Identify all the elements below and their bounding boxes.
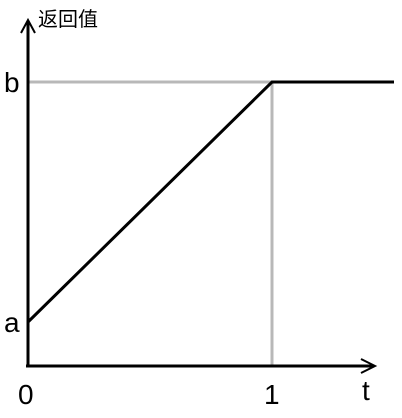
- axes: [20, 17, 378, 374]
- series-group: [26, 80, 394, 324]
- x-axis-arrow: [360, 358, 378, 374]
- guide-lines: [28, 80, 274, 366]
- y-tick-label-a: a: [4, 307, 20, 338]
- y-axis-arrow: [20, 17, 36, 34]
- series-line-0: [26, 80, 394, 324]
- y-tick-label-b: b: [4, 67, 20, 98]
- y-axis-title: 返回值: [38, 7, 98, 31]
- x-tick-label-1: 1: [264, 379, 280, 410]
- x-tick-label-0: 0: [18, 379, 34, 410]
- x-axis-title: t: [362, 375, 370, 406]
